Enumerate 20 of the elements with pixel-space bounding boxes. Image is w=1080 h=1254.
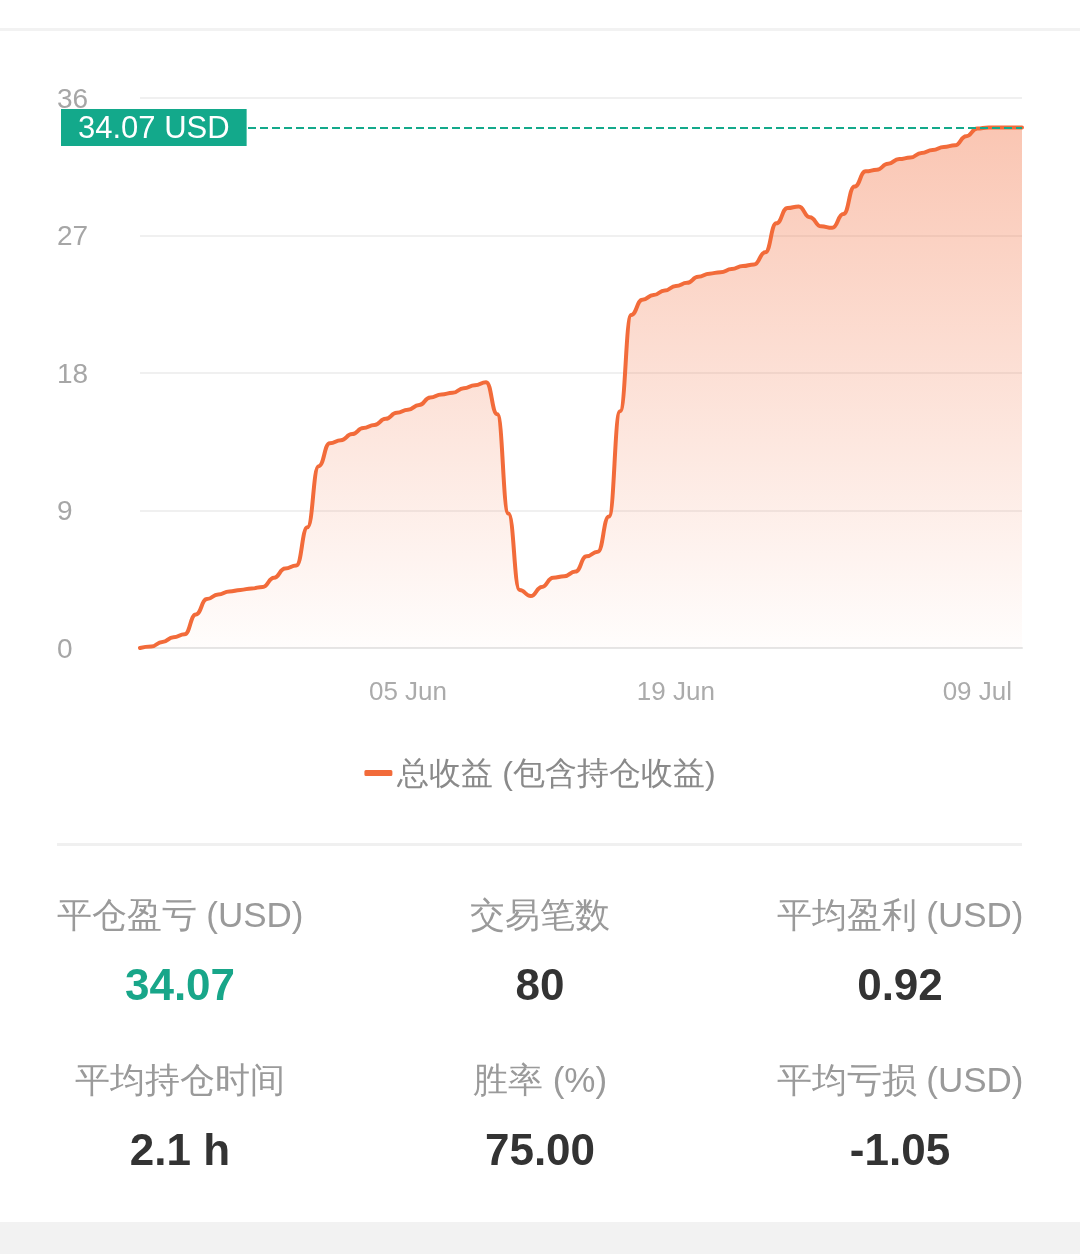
text: 交易笔数 — [470, 895, 610, 934]
text: 平均亏损 (USD) — [776, 1060, 1024, 1099]
text: 2.1 h — [129, 1125, 231, 1174]
text: 75.00 — [484, 1125, 596, 1174]
x-tick-label: 19 Jun — [636, 676, 715, 706]
text: 平均盈利 (USD) — [776, 895, 1024, 934]
x-tick-label: 09 Jul — [942, 676, 1013, 706]
text: 34.07 — [124, 960, 236, 1009]
y-tick-label: 0 — [57, 632, 73, 664]
x-tick-label: 05 Jun — [368, 676, 447, 706]
text: -1.05 — [849, 1125, 951, 1174]
legend-label: 总收益 (包含持仓收益) — [396, 755, 716, 791]
y-tick-label: 27 — [57, 220, 89, 251]
text: 80 — [515, 960, 565, 1009]
text: 平均持仓时间 — [75, 1060, 285, 1099]
text: 平仓盈亏 (USD) — [56, 895, 304, 934]
y-tick-label: 18 — [57, 357, 89, 389]
y-tick-label: 9 — [57, 495, 73, 526]
text: 胜率 (%) — [472, 1060, 608, 1099]
text: 0.92 — [857, 960, 943, 1009]
